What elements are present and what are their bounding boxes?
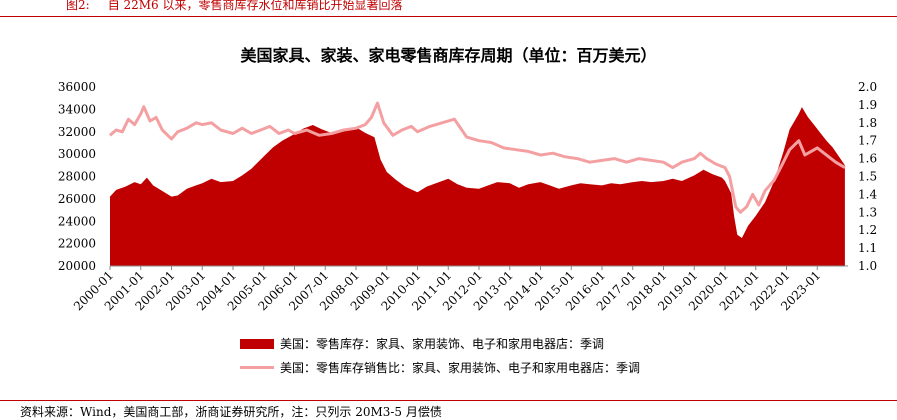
legend-item-ratio: 美国：零售库存销售比：家具、家用装饰、电子和家用电器店：季调 xyxy=(240,359,640,376)
right-y-tick-label: 1.0 xyxy=(858,259,877,273)
bottom-divider xyxy=(0,400,897,401)
figure-caption: 图2: 自 22M6 以来，零售商库存水位和库销比开始显著回落 xyxy=(66,0,403,13)
left-y-tick-label: 22000 xyxy=(58,237,96,251)
right-y-tick-label: 1.4 xyxy=(858,187,877,201)
right-y-tick-label: 1.1 xyxy=(858,241,877,255)
ratio-line xyxy=(109,101,846,214)
legend-label-inventory: 美国：零售库存：家具、家用装饰、电子和家用电器店：季调 xyxy=(280,337,605,351)
x-axis: 2000-012001-012002-012003-012004-012005-… xyxy=(71,265,848,313)
inventory-sales-ratio-line xyxy=(109,101,846,214)
left-y-tick-label: 26000 xyxy=(58,192,96,206)
right-y-tick-label: 1.2 xyxy=(858,223,877,237)
left-y-axis: 20000 22000 24000 26000 28000 30000 32000 34000… xyxy=(58,80,96,273)
legend-label-ratio: 美国：零售库存销售比：家具、家用装饰、电子和家用电器店：季调 xyxy=(280,361,641,375)
right-y-tick-label: 2.0 xyxy=(858,80,877,94)
source-note: 资料来源：Wind，美国商工部，浙商证券研究所，注：只列示 20M3-5 月偿债 xyxy=(20,405,442,419)
left-y-tick-label: 30000 xyxy=(58,147,96,161)
inventory-cycle-chart: 20000 22000 24000 26000 28000 30000 32000 34000… xyxy=(58,80,878,313)
inventory-area xyxy=(110,107,845,266)
legend-swatch-area xyxy=(240,338,274,349)
legend-item-inventory: 美国：零售库存：家具、家用装饰、电子和家用电器店：季调 xyxy=(240,335,604,352)
right-y-tick-label: 1.9 xyxy=(858,98,877,112)
left-y-tick-label: 36000 xyxy=(58,80,96,94)
legend-swatch-line xyxy=(240,366,274,369)
left-y-tick-label: 34000 xyxy=(58,102,96,116)
right-y-tick-label: 1.3 xyxy=(858,205,877,219)
figure-caption-text: 自 22M6 以来，零售商库存水位和库销比开始显著回落 xyxy=(107,0,403,12)
left-y-tick-label: 20000 xyxy=(58,259,96,273)
right-y-tick-label: 1.5 xyxy=(858,170,877,184)
right-y-axis: 1.0 1.1 1.2 1.3 1.4 1.5 1.6 1.7 1.8 1.9 2.0 xyxy=(858,80,877,273)
right-y-tick-label: 1.8 xyxy=(858,116,877,130)
right-y-tick-label: 1.7 xyxy=(858,134,877,148)
left-y-tick-label: 24000 xyxy=(58,214,96,228)
figure-caption-label: 图2: xyxy=(66,0,90,12)
chart-title: 美国家具、家装、家电零售商库存周期（单位：百万美元） xyxy=(240,46,657,65)
right-y-tick-label: 1.6 xyxy=(858,152,877,166)
left-y-tick-label: 32000 xyxy=(58,125,96,139)
left-y-tick-label: 28000 xyxy=(58,170,96,184)
inventory-area-series xyxy=(110,107,845,266)
top-divider xyxy=(0,16,897,17)
